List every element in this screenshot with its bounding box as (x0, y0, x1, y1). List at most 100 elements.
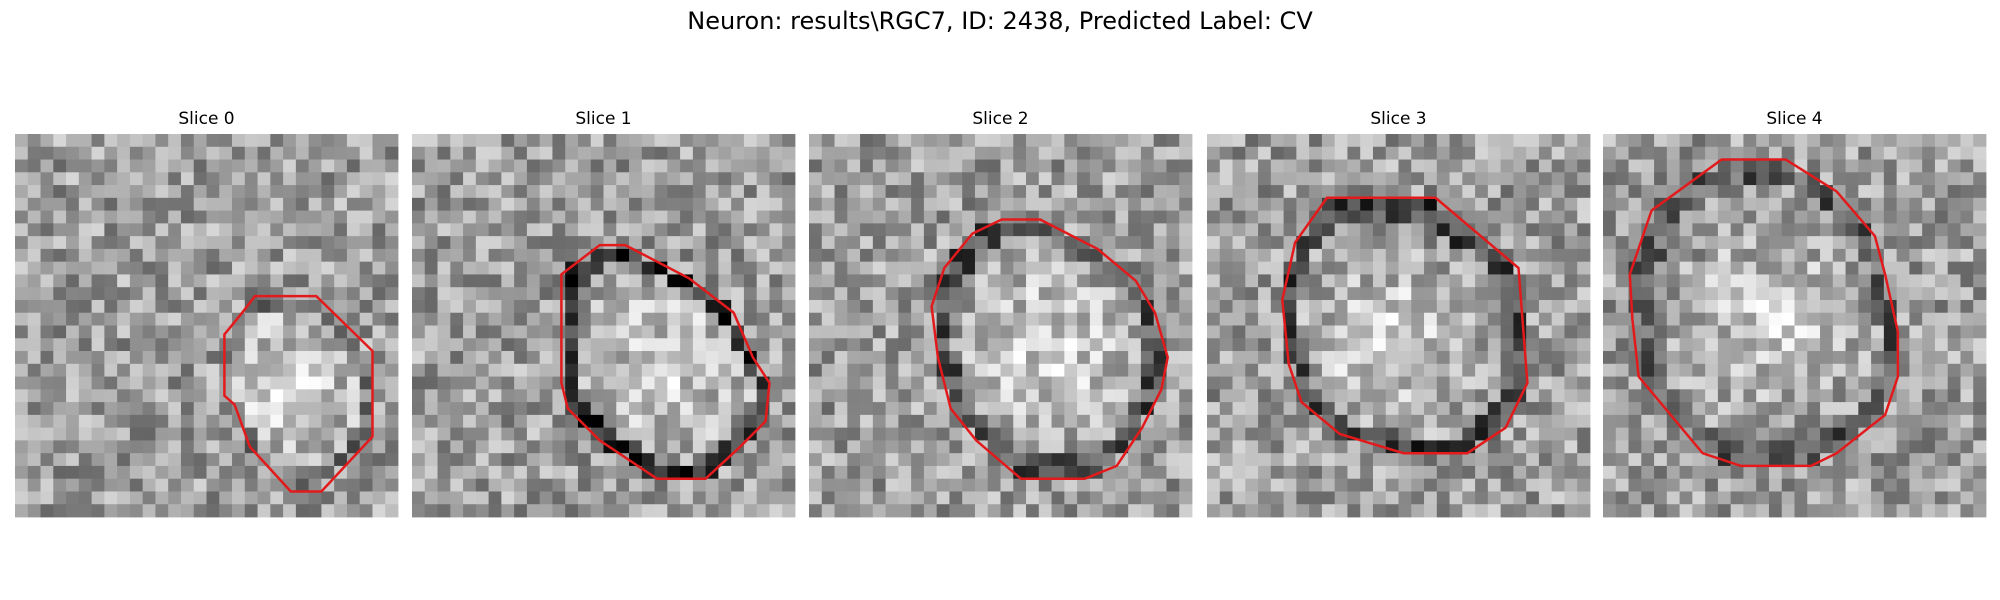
pixel (629, 389, 643, 403)
pixel (450, 465, 464, 480)
pixel (1603, 274, 1617, 288)
pixel (1219, 453, 1233, 467)
pixel (1436, 440, 1450, 454)
pixel (308, 351, 322, 365)
pixel (603, 376, 617, 390)
pixel (168, 197, 182, 211)
pixel (809, 261, 823, 275)
pixel (40, 363, 54, 377)
pixel (756, 325, 770, 339)
pixel (756, 248, 770, 263)
pixel (1436, 325, 1450, 339)
pixel (1038, 351, 1052, 365)
pixel (680, 325, 694, 339)
pixel (936, 299, 950, 314)
pixel (142, 236, 156, 250)
pixel (129, 159, 144, 173)
pixel (898, 402, 912, 416)
pixel (743, 223, 758, 237)
pixel (1487, 210, 1502, 224)
pixel (1077, 185, 1091, 199)
pixel (1934, 402, 1949, 416)
pixel (834, 491, 848, 505)
pixel (1321, 453, 1336, 467)
pixel (1794, 427, 1808, 441)
pixel (860, 389, 874, 403)
pixel (539, 465, 553, 480)
pixel (821, 338, 835, 352)
pixel (987, 338, 1001, 352)
pixel (424, 440, 438, 454)
pixel (91, 504, 105, 518)
pixel (66, 376, 80, 390)
pixel (1179, 504, 1193, 518)
pixel (1807, 325, 1821, 339)
pixel (40, 261, 54, 275)
pixel (1603, 261, 1617, 275)
pixel (1654, 351, 1668, 365)
pixel (488, 287, 502, 301)
pixel (308, 261, 322, 275)
pixel (1179, 376, 1193, 390)
pixel (1641, 248, 1655, 263)
pixel (885, 159, 899, 173)
pixel (1615, 248, 1629, 263)
pixel (1179, 299, 1193, 314)
pixel (680, 414, 694, 429)
pixel (463, 478, 477, 492)
pixel (923, 338, 938, 352)
pixel (1717, 389, 1732, 403)
pixel (962, 185, 976, 199)
pixel (860, 338, 874, 352)
pixel (692, 261, 707, 275)
pixel (308, 363, 322, 377)
pixel (949, 491, 963, 505)
pixel (654, 376, 668, 390)
pixel (1360, 427, 1374, 441)
pixel (705, 338, 719, 352)
pixel (424, 325, 438, 339)
pixel (962, 261, 976, 275)
pixel (1153, 402, 1167, 416)
pixel (743, 287, 758, 301)
pixel (308, 478, 322, 492)
pixel (1615, 287, 1629, 301)
pixel (1102, 287, 1116, 301)
pixel (962, 299, 976, 314)
pixel (565, 287, 579, 301)
pixel (412, 478, 426, 492)
pixel (1654, 185, 1668, 199)
pixel (1309, 287, 1323, 301)
pixel (1883, 465, 1898, 480)
pixel (1756, 351, 1770, 365)
pixel (1551, 236, 1565, 250)
pixel (1000, 389, 1014, 403)
pixel (565, 351, 579, 365)
pixel (1679, 261, 1693, 275)
pixel (1245, 389, 1259, 403)
pixel (552, 414, 566, 429)
pixel (1089, 402, 1104, 416)
pixel (1756, 210, 1770, 224)
pixel (1462, 274, 1476, 288)
pixel (629, 159, 643, 173)
pixel (1973, 402, 1987, 416)
pixel (40, 491, 54, 505)
pixel (860, 491, 874, 505)
pixel (1436, 287, 1450, 301)
pixel (1577, 299, 1591, 314)
pixel (295, 210, 310, 224)
pixel (1641, 172, 1655, 186)
pixel (1692, 402, 1706, 416)
pixel (1947, 440, 1961, 454)
pixel (206, 478, 220, 492)
pixel (1679, 338, 1693, 352)
pixel (705, 172, 719, 186)
pixel (295, 146, 310, 160)
pixel (1398, 402, 1412, 416)
pixel (1128, 402, 1142, 416)
pixel (1845, 491, 1859, 505)
pixel (1871, 325, 1885, 339)
pixel (1896, 351, 1910, 365)
pixel (1475, 274, 1489, 288)
